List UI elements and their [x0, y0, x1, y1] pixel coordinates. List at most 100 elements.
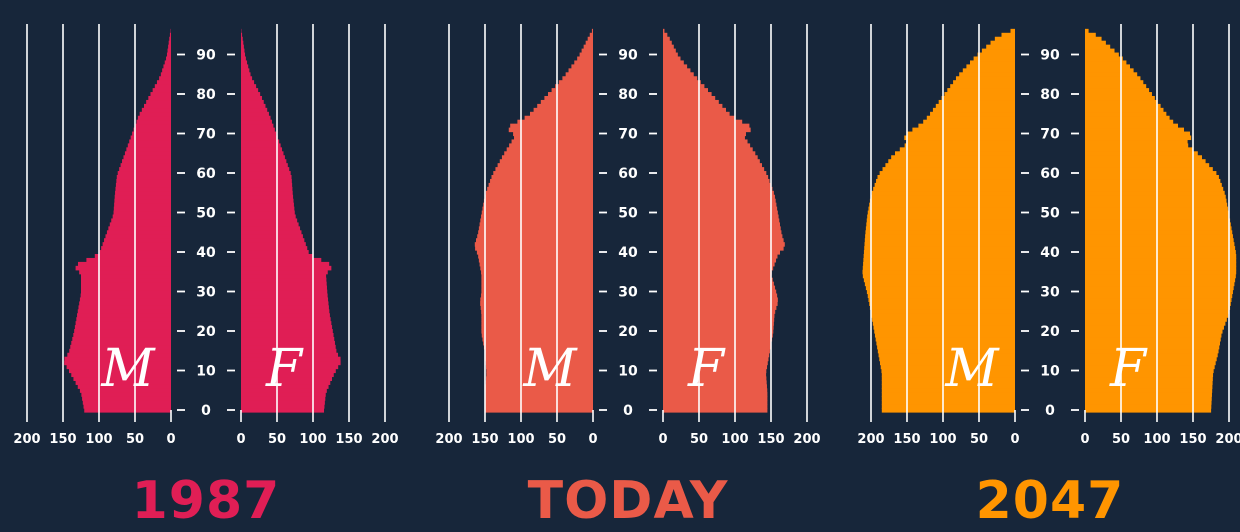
male-bar: [955, 76, 1015, 81]
male-bar: [81, 289, 171, 295]
female-bar: [663, 380, 767, 385]
male-bar: [485, 352, 593, 358]
male-bar: [139, 111, 171, 117]
male-bar: [504, 151, 593, 156]
female-bar: [241, 388, 327, 393]
female-bar: [663, 329, 774, 334]
female-bar: [1085, 80, 1144, 85]
female-bar: [1085, 289, 1233, 295]
male-bar: [493, 171, 593, 176]
male-bar: [74, 325, 171, 330]
male-x-tick-label: 50: [126, 432, 144, 447]
male-bar: [78, 305, 171, 310]
male-bar: [895, 151, 1015, 156]
male-bar: [169, 32, 171, 38]
male-bar: [863, 257, 1015, 263]
female-bar: [1085, 293, 1233, 299]
male-bar: [513, 131, 593, 137]
female-bar: [663, 52, 678, 58]
female-bar: [241, 293, 328, 299]
female-bar: [241, 194, 294, 200]
female-bar: [663, 147, 753, 152]
pyramid-panel-2047: 0 0 50 50 100 100 150 150 200 200 0 10 20 30 40 50 60 70 8…: [857, 24, 1240, 531]
grid-layer: [870, 24, 1230, 422]
female-bar: [1085, 198, 1227, 204]
female-x-tick-label: 50: [268, 432, 286, 447]
female-bar: [663, 178, 770, 184]
female-bar: [241, 360, 341, 366]
female-bar: [1085, 281, 1235, 287]
male-bar: [918, 123, 1015, 129]
female-bar: [663, 360, 768, 366]
male-bar: [159, 76, 171, 81]
age-tick-label: 0: [1045, 403, 1055, 419]
female-bar: [663, 68, 691, 73]
male-bar: [164, 60, 171, 65]
male-bar: [485, 380, 593, 385]
male-bar: [115, 186, 171, 192]
male-bar: [571, 64, 593, 69]
female-bar: [241, 317, 331, 322]
female-bar: [1085, 277, 1236, 283]
female-bar: [1085, 408, 1212, 413]
female-bar: [1085, 285, 1234, 291]
male-bar: [162, 68, 171, 73]
female-label: F: [687, 339, 726, 399]
male-bar: [878, 352, 1015, 358]
female-bar: [241, 36, 243, 42]
female-bar: [241, 285, 327, 291]
female-bar: [663, 143, 751, 148]
female-bar: [241, 250, 309, 255]
female-bar: [1085, 107, 1164, 113]
female-bar: [663, 131, 746, 137]
female-bar: [1085, 348, 1219, 354]
female-bar: [241, 329, 333, 334]
male-bar: [879, 171, 1015, 176]
male-bar: [932, 107, 1015, 113]
male-bar: [480, 297, 593, 302]
male-bar: [868, 206, 1015, 212]
male-bar: [875, 336, 1015, 342]
male-x-tick-label: 0: [1010, 432, 1019, 447]
female-bar: [1085, 340, 1220, 346]
male-bar: [479, 261, 593, 267]
female-bar: [241, 92, 261, 97]
female-bar: [663, 242, 785, 247]
male-bar: [484, 348, 593, 354]
male-bar: [589, 32, 593, 38]
male-bar: [874, 329, 1015, 334]
pyramid-panel-today: 0 0 50 50 100 100 150 150 200 200 0 10 20 30 40 50 60 70 8…: [435, 24, 821, 531]
female-bar: [663, 277, 773, 283]
female-bar: [1085, 317, 1227, 322]
male-bar: [130, 135, 171, 141]
female-bar: [1085, 127, 1184, 133]
male-bar: [481, 277, 593, 283]
female-bar: [663, 186, 773, 192]
female-bar: [1085, 325, 1224, 330]
female-bar: [241, 340, 335, 346]
male-bar: [880, 364, 1015, 370]
male-bar: [950, 84, 1015, 89]
female-bar: [663, 135, 745, 141]
female-bar: [241, 380, 331, 385]
female-bar: [241, 313, 330, 318]
male-bar: [511, 139, 593, 144]
male-x-tick-label: 0: [166, 432, 175, 447]
female-bar: [1085, 72, 1138, 77]
male-bar: [962, 68, 1015, 73]
female-x-tick-label: 100: [721, 432, 748, 447]
female-bar: [663, 163, 762, 168]
male-bar: [483, 340, 593, 346]
female-bar: [1085, 194, 1226, 200]
male-bar: [906, 131, 1015, 137]
female-bar: [1085, 76, 1141, 81]
male-bar: [77, 384, 171, 389]
male-bar: [133, 127, 171, 133]
bars-layer: [862, 28, 1237, 413]
male-bar: [881, 372, 1015, 378]
male-bar: [874, 182, 1015, 188]
male-bar: [551, 88, 593, 93]
female-bar: [1085, 68, 1134, 73]
male-bar: [481, 289, 593, 295]
